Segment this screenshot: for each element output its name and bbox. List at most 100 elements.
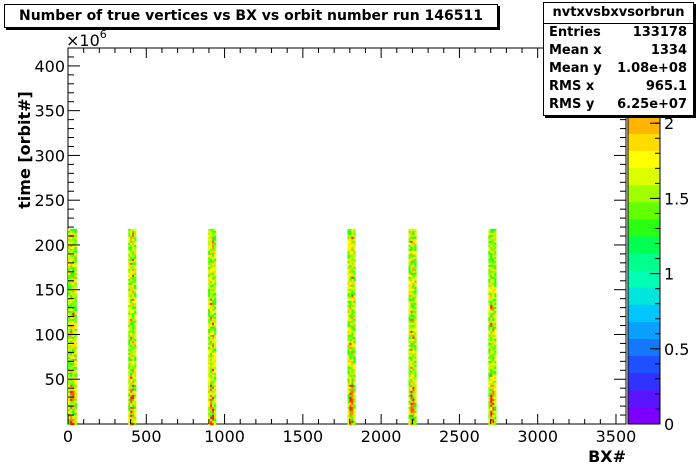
- heatmap-cell: [132, 406, 135, 410]
- heatmap-cell: [349, 290, 352, 294]
- heatmap-cell: [208, 254, 211, 258]
- heatmap-cell: [68, 346, 71, 350]
- heatmap-cell: [349, 398, 352, 402]
- heatmap-cell: [214, 326, 217, 330]
- heatmap-cell: [214, 236, 217, 240]
- heatmap-cell: [349, 332, 352, 336]
- heatmap-cell: [492, 366, 495, 370]
- heatmap-cell: [488, 398, 491, 402]
- heatmap-cell: [74, 302, 77, 306]
- heatmap-cell: [492, 400, 495, 404]
- heatmap-cell: [353, 268, 356, 272]
- heatmap-cell: [74, 416, 77, 420]
- heatmap-cell: [494, 388, 497, 392]
- heatmap-cell: [72, 316, 75, 320]
- heatmap-cell: [128, 380, 131, 384]
- heatmap-cell: [130, 282, 133, 286]
- heatmap-cell: [128, 336, 131, 340]
- heatmap-cell: [68, 342, 71, 346]
- heatmap-cell: [414, 358, 417, 362]
- heatmap-cell: [134, 418, 137, 422]
- heatmap-cell: [132, 372, 135, 376]
- heatmap-cell: [210, 316, 213, 320]
- heatmap-cell: [130, 392, 133, 396]
- heatmap-cell: [488, 292, 491, 296]
- heatmap-cell: [490, 278, 493, 282]
- heatmap-cell: [349, 348, 352, 352]
- heatmap-cell: [208, 408, 211, 412]
- heatmap-cell: [488, 354, 491, 358]
- bunch-train-5: [408, 228, 417, 426]
- heatmap-cell: [494, 264, 497, 268]
- heatmap-cell: [70, 402, 73, 406]
- heatmap-cell: [414, 352, 417, 356]
- heatmap-cell: [490, 378, 493, 382]
- heatmap-cell: [128, 270, 131, 274]
- heatmap-cell: [412, 236, 415, 240]
- heatmap-cell: [414, 336, 417, 340]
- heatmap-cell: [494, 294, 497, 298]
- heatmap-cell: [70, 264, 73, 268]
- heatmap-cell: [353, 262, 356, 266]
- heatmap-cell: [74, 238, 77, 242]
- heatmap-cell: [208, 234, 211, 238]
- heatmap-cell: [128, 318, 131, 322]
- heatmap-cell: [134, 414, 137, 418]
- heatmap-cell: [74, 350, 77, 354]
- heatmap-cell: [492, 402, 495, 406]
- heatmap-cell: [349, 318, 352, 322]
- heatmap-cell: [408, 230, 411, 234]
- heatmap-cell: [210, 246, 213, 250]
- heatmap-cell: [349, 370, 352, 374]
- heatmap-cell: [74, 356, 77, 360]
- heatmap-cell: [134, 322, 137, 326]
- heatmap-cell: [68, 390, 71, 394]
- heatmap-cell: [488, 318, 491, 322]
- heatmap-cell: [349, 372, 352, 376]
- heatmap-cell: [351, 324, 354, 328]
- heatmap-cell: [492, 314, 495, 318]
- heatmap-cell: [347, 312, 350, 316]
- heatmap-cell: [488, 388, 491, 392]
- heatmap-cell: [210, 396, 213, 400]
- heatmap-cell: [351, 292, 354, 296]
- heatmap-cell: [132, 256, 135, 260]
- heatmap-cell: [351, 228, 354, 232]
- heatmap-cell: [208, 380, 211, 384]
- heatmap-cell: [70, 378, 73, 382]
- heatmap-cell: [132, 274, 135, 278]
- heatmap-cell: [208, 322, 211, 326]
- heatmap-cell: [408, 374, 411, 378]
- heatmap-cell: [214, 276, 217, 280]
- heatmap-cell: [490, 326, 493, 330]
- heatmap-cell: [214, 358, 217, 362]
- heatmap-cell: [349, 352, 352, 356]
- heatmap-cell: [128, 308, 131, 312]
- heatmap-cell: [208, 284, 211, 288]
- heatmap-cell: [212, 232, 215, 236]
- heatmap-cell: [351, 260, 354, 264]
- heatmap-cell: [214, 290, 217, 294]
- heatmap-cell: [490, 240, 493, 244]
- heatmap-cell: [210, 254, 213, 258]
- heatmap-cell: [408, 364, 411, 368]
- heatmap-cell: [494, 338, 497, 342]
- heatmap-cell: [492, 262, 495, 266]
- heatmap-cell: [132, 336, 135, 340]
- heatmap-cell: [412, 308, 415, 312]
- heatmap-cell: [353, 322, 356, 326]
- heatmap-cell: [347, 268, 350, 272]
- heatmap-cell: [72, 282, 75, 286]
- heatmap-cell: [351, 268, 354, 272]
- heatmap-cell: [347, 344, 350, 348]
- heatmap-cell: [72, 414, 75, 418]
- heatmap-cell: [130, 346, 133, 350]
- heatmap-cell: [74, 324, 77, 328]
- heatmap-cell: [208, 400, 211, 404]
- heatmap-cell: [134, 250, 137, 254]
- heatmap-cell: [68, 374, 71, 378]
- heatmap-cell: [492, 392, 495, 396]
- heatmap-cell: [488, 380, 491, 384]
- heatmap-cell: [488, 254, 491, 258]
- heatmap-cell: [494, 286, 497, 290]
